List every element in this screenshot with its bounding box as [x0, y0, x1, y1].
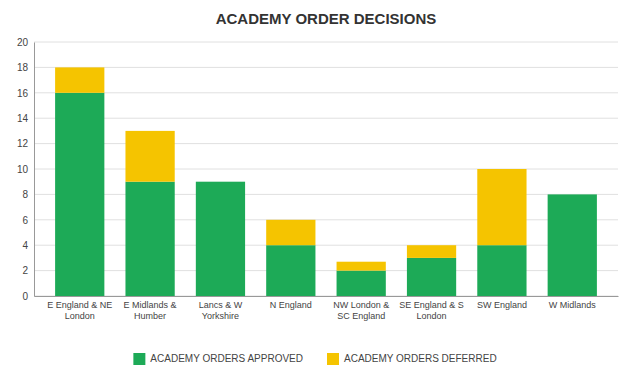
y-tick: 14 — [17, 113, 34, 124]
y-tick: 2 — [22, 265, 34, 276]
bar — [477, 169, 526, 245]
bar — [337, 271, 386, 296]
bar — [266, 220, 315, 245]
x-tick: NW London &SC England — [333, 300, 389, 320]
bar-series — [55, 67, 526, 270]
x-tick: E Midlands &Humber — [124, 300, 177, 320]
y-axis: 0 2 4 6 8 10 12 14 16 18 20 — [17, 37, 35, 302]
y-tick: 12 — [17, 138, 34, 149]
bars — [55, 67, 597, 296]
y-tick: 8 — [22, 189, 34, 200]
grid-line — [34, 118, 618, 119]
y-tick: 10 — [17, 164, 34, 175]
y-tick: 18 — [17, 62, 34, 73]
tick-label: 2 — [22, 265, 28, 276]
tick-label: SE England & SLondon — [399, 300, 464, 320]
grid — [34, 42, 618, 296]
bar — [196, 182, 245, 296]
bar-series — [55, 93, 597, 296]
y-tick: 0 — [22, 291, 34, 302]
axis-line — [34, 43, 35, 297]
legend-label: ACADEMY ORDERS DEFERRED — [344, 353, 497, 364]
grid-line — [34, 219, 618, 220]
plot: 0 2 4 6 8 10 12 14 16 18 20 E England & NELondon E M… — [17, 37, 619, 321]
tick-label: NW London &SC England — [333, 300, 389, 320]
bar — [548, 194, 597, 195]
tick-label: 20 — [17, 37, 29, 48]
title: ACADEMY ORDER DECISIONS — [216, 10, 437, 27]
grid-line — [34, 194, 618, 195]
grid-line — [34, 296, 618, 297]
x-tick: SE England & SLondon — [399, 300, 464, 320]
bar — [407, 245, 456, 258]
x-tick: Lancs & WYorkshire — [199, 300, 243, 320]
grid-line — [34, 92, 618, 93]
chart: 0 2 4 6 8 10 12 14 16 18 20 E England & NELondon E M… — [0, 0, 630, 380]
tick-label: 18 — [17, 62, 29, 73]
y-tick: 20 — [17, 37, 34, 48]
tick-label: 10 — [17, 164, 29, 175]
tick-label: 6 — [22, 215, 28, 226]
bar — [125, 182, 174, 296]
bar — [55, 93, 104, 296]
bar — [266, 245, 315, 296]
y-tick: 6 — [22, 215, 34, 226]
tick-label: 8 — [22, 189, 28, 200]
legend-label: ACADEMY ORDERS APPROVED — [150, 353, 303, 364]
tick-label: W Midlands — [549, 300, 597, 310]
tick-label: E Midlands &Humber — [124, 300, 177, 320]
x-tick: SW England — [477, 300, 527, 310]
tick-label: 0 — [22, 291, 28, 302]
legend-swatch — [327, 353, 339, 365]
tick-label: 4 — [22, 240, 28, 251]
axis-line — [35, 296, 619, 297]
bar — [196, 181, 245, 182]
tick-label: Lancs & WYorkshire — [199, 300, 243, 320]
legend-item: ACADEMY ORDERS APPROVED — [133, 353, 303, 365]
grid-line — [34, 245, 618, 246]
grid-line — [34, 67, 618, 68]
y-tick: 4 — [22, 240, 34, 251]
x-tick: W Midlands — [549, 300, 597, 310]
tick-label: N England — [270, 300, 312, 310]
bar — [477, 245, 526, 296]
legend: ACADEMY ORDERS APPROVED ACADEMY ORDERS DE… — [133, 353, 496, 365]
x-tick: E England & NELondon — [47, 300, 112, 320]
bar — [337, 262, 386, 271]
grid-line — [34, 169, 618, 170]
grid-line — [34, 143, 618, 144]
tick-label: 16 — [17, 88, 29, 99]
grid-line — [34, 42, 618, 43]
legend-item: ACADEMY ORDERS DEFERRED — [327, 353, 497, 365]
bar — [548, 194, 597, 296]
y-tick: 16 — [17, 88, 34, 99]
tick-label: E England & NELondon — [47, 300, 112, 320]
x-axis: E England & NELondon E Midlands &Humber La… — [35, 297, 619, 321]
bar — [55, 67, 104, 92]
grid-line — [34, 270, 618, 271]
legend-swatch — [133, 353, 145, 365]
tick-label: SW England — [477, 300, 527, 310]
tick-label: 12 — [17, 138, 29, 149]
x-tick: N England — [270, 300, 312, 310]
bar — [125, 131, 174, 182]
tick-label: 14 — [17, 113, 29, 124]
bar — [407, 258, 456, 296]
